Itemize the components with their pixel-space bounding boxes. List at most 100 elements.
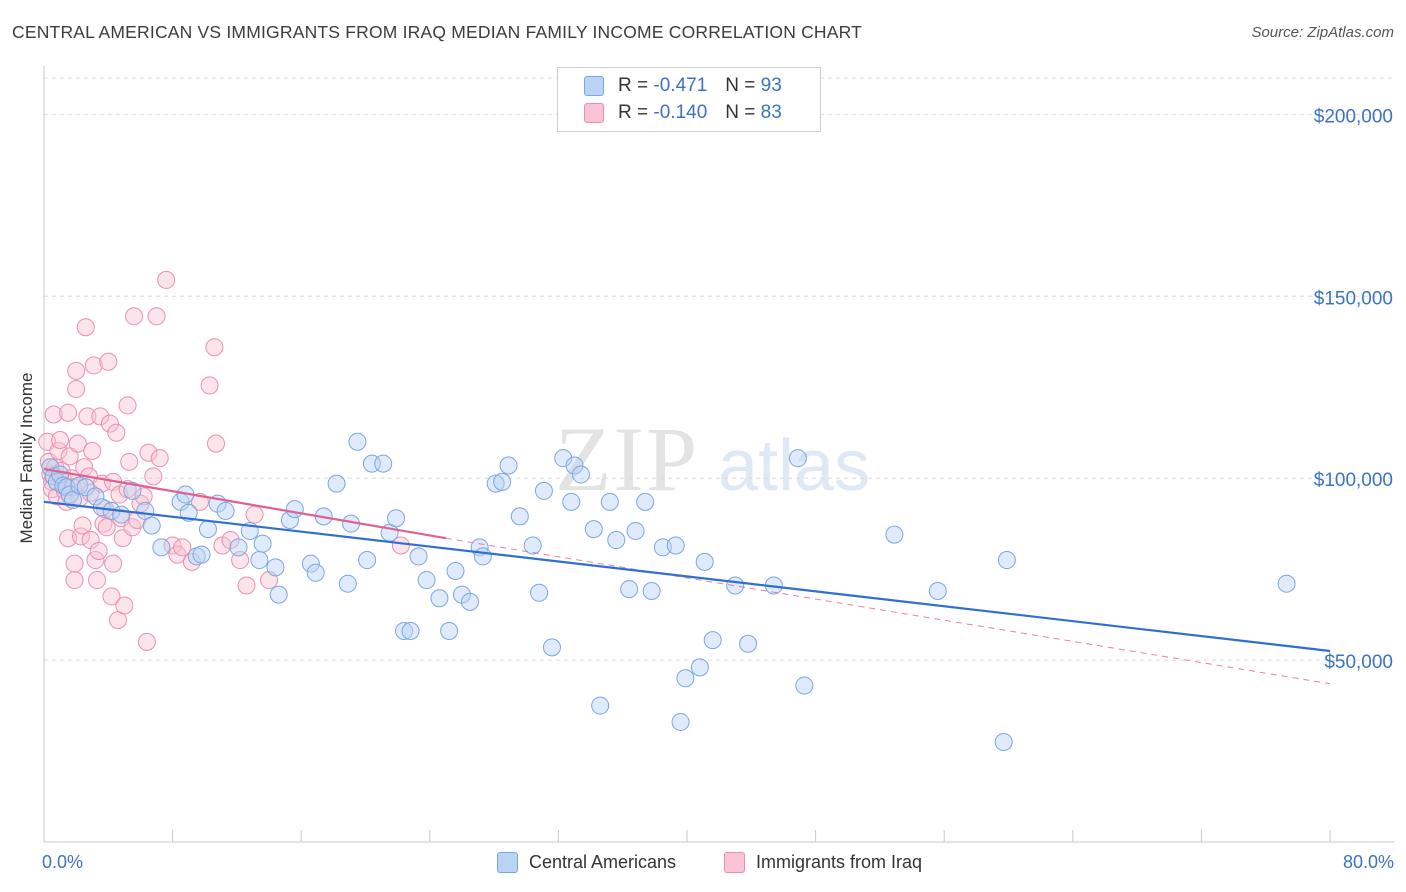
central-american-point [179,503,198,522]
central-american-point [493,472,512,491]
legend-r-value: -0.140 [653,102,708,123]
central-american-point [676,669,695,688]
legend-swatch-blue [584,76,604,96]
central-american-point [499,456,518,475]
iraq-point [67,361,86,380]
iraq-point [144,467,163,486]
central-american-point [460,592,479,611]
iraq-point [76,318,95,337]
central-american-point [358,551,377,570]
iraq-point [207,434,226,453]
central-american-point [417,571,436,590]
trend-lines [43,468,1331,685]
legend-n-value: 93 [760,75,782,96]
iraq-point [139,443,158,462]
central-american-point [327,474,346,493]
legend-n-label: N = [725,75,756,96]
legend-swatch-pink [584,103,604,123]
bottom-legend-swatch-blue [497,852,518,873]
central-american-point [530,583,549,602]
central-american-point [401,621,420,640]
central-american-point [620,580,639,599]
iraq-point [44,405,63,424]
central-american-point [54,476,73,495]
bottom-legend-swatch-pink [724,852,745,873]
central-american-point [473,547,492,566]
central-american-point [216,501,235,520]
central-american-point [142,516,161,535]
x-tick-min: 0.0% [42,852,84,872]
series-iraq-points [38,270,410,651]
legend-r-value: -0.471 [653,75,708,96]
iraq-point [245,505,264,524]
central-american-point [338,574,357,593]
iraq-point [84,356,103,375]
central-american-point [440,621,459,640]
y-tick-label: $150,000 [1314,288,1393,309]
iraq-point [60,447,79,466]
central-american-point [152,538,171,557]
grid [44,77,1394,661]
central-american-point [395,621,414,640]
central-american-point [885,525,904,544]
iraq-point [104,554,123,573]
watermark-zip: ZIP [555,408,699,510]
iraq-point [99,352,118,371]
central-american-point [1277,574,1296,593]
central-american-point [250,551,269,570]
central-american-point [591,696,610,715]
iraq-point [100,414,119,433]
central-american-point [695,552,714,571]
central-american-point [739,634,758,653]
iraq-point [83,441,102,460]
x-tick-max: 80.0% [1342,852,1394,872]
central-american-point [374,454,393,473]
iraq-point [107,423,126,442]
bottom-legend-central-americans[interactable]: Central Americans [497,852,676,873]
iraq-point [391,536,410,555]
central-american-point [642,581,661,600]
central-american-point [584,520,603,539]
central-american-point [510,507,529,526]
iraq-point [150,449,169,468]
central-american-point [666,536,685,555]
central-american-point [626,521,645,540]
central-american-point [928,581,947,600]
y-tick-label: $100,000 [1314,470,1393,491]
central-american-point [703,631,722,650]
iraq-trend-line [43,468,447,540]
bottom-legend-iraq[interactable]: Immigrants from Iraq [724,852,922,873]
central-american-point [562,492,581,511]
iraq-point [65,554,84,573]
iraq-point [67,380,86,399]
iraq-point [78,407,97,426]
y-tick-label: $50,000 [1324,652,1393,673]
legend-row-iraq: R = -0.140 N = 83 [584,100,782,126]
legend-r-label: R = [618,75,649,96]
iraq-point [173,538,192,557]
iraq-point [91,407,110,426]
central-american-point [86,487,105,506]
series-central-american-points [41,432,1296,751]
central-american-point [192,545,211,564]
legend-n-label: N = [725,102,756,123]
central-american-point [571,465,590,484]
central-american-trend-line [43,500,1331,653]
central-american-point [565,456,584,475]
iraq-point [200,376,219,395]
iraq-point [73,516,92,535]
central-american-point [994,732,1013,751]
central-american-point [348,432,367,451]
iraq-point [118,396,137,415]
central-american-point [253,534,272,553]
central-american-point [600,492,619,511]
central-american-point [60,485,79,504]
iraq-point [147,307,166,326]
iraq-point [68,434,87,453]
central-american-point [112,505,131,524]
source-label: Source: ZipAtlas.com [1251,24,1394,41]
central-american-point [198,520,217,539]
central-american-point [123,481,142,500]
central-american-point [607,531,626,550]
